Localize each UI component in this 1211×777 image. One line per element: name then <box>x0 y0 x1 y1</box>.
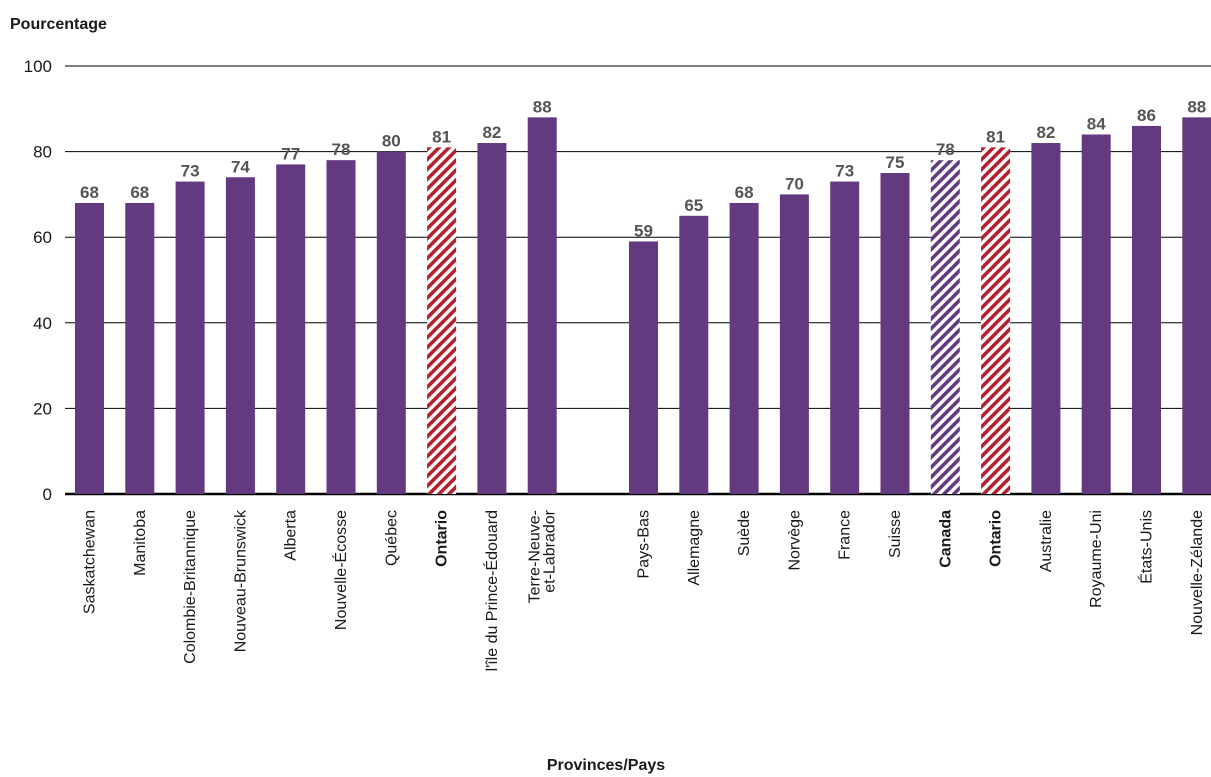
bar <box>276 164 306 494</box>
data-label: 78 <box>332 140 351 159</box>
bar <box>527 117 557 495</box>
data-label: 59 <box>634 221 653 240</box>
bar <box>1081 134 1111 495</box>
bar <box>629 241 658 494</box>
data-label: 70 <box>785 174 804 193</box>
category-label: Allemagne <box>686 510 703 586</box>
category-label: Royaume-Uni <box>1088 510 1105 608</box>
data-label: 68 <box>80 183 99 202</box>
bar <box>930 160 960 494</box>
bar <box>981 147 1011 494</box>
bar <box>830 181 860 494</box>
data-label: 84 <box>1087 114 1106 133</box>
y-tick-label: 40 <box>33 314 52 333</box>
bar <box>1182 117 1211 495</box>
data-label: 77 <box>281 144 300 163</box>
category-label: États-Unis <box>1137 510 1156 584</box>
bar-layer <box>75 117 1211 495</box>
bar <box>376 151 406 494</box>
category-label: Australie <box>1038 510 1055 572</box>
category-label: Nouvelle-Écosse <box>331 510 350 630</box>
bar <box>1031 143 1061 495</box>
data-label: 81 <box>986 127 1005 146</box>
bar <box>880 173 910 494</box>
category-label: Suisse <box>887 510 904 558</box>
bar <box>75 202 104 494</box>
data-label: 73 <box>181 162 200 181</box>
data-label: 88 <box>533 97 552 116</box>
category-label: Suède <box>736 510 753 556</box>
category-label: Saskatchewan <box>82 510 99 614</box>
x-axis-title: Provinces/Pays <box>547 757 665 774</box>
category-label: et-Labrador <box>542 509 559 592</box>
y-tick-label: 60 <box>33 228 52 247</box>
category-label: Ontario <box>434 510 451 567</box>
bar <box>326 160 356 494</box>
category-label: France <box>837 510 854 560</box>
bar <box>729 202 759 494</box>
data-label: 80 <box>382 132 401 151</box>
y-axis-title: Pourcentage <box>10 16 107 33</box>
data-label: 82 <box>482 123 501 142</box>
bar <box>1132 125 1161 495</box>
bar <box>225 177 255 494</box>
category-label: Terre-Neuve- <box>527 510 544 603</box>
y-tick-label: 100 <box>24 57 52 76</box>
category-label: l'île du Prince-Édouard <box>482 510 501 671</box>
data-label: 75 <box>886 153 905 172</box>
category-label: Colombie-Britannique <box>182 510 199 664</box>
data-label: 82 <box>1036 123 1055 142</box>
bar <box>779 194 809 494</box>
y-tick-label: 0 <box>43 485 52 504</box>
data-label: 65 <box>684 196 703 215</box>
category-label: Manitoba <box>132 510 149 576</box>
category-label: Nouveau-Brunswick <box>232 509 249 652</box>
category-label: Norvège <box>786 510 803 571</box>
data-label: 88 <box>1187 97 1206 116</box>
data-label: 74 <box>231 157 250 176</box>
data-label: 81 <box>432 127 451 146</box>
y-tick-label: 20 <box>33 399 52 418</box>
category-label: Nouvelle-Zélande <box>1189 510 1206 636</box>
bar <box>125 202 155 494</box>
category-label: Québec <box>383 510 400 566</box>
bar <box>679 215 709 495</box>
data-label: 86 <box>1137 106 1156 125</box>
data-label: 68 <box>735 183 754 202</box>
label-layer: 68 Saskatchewan 68 Manitoba 73 Colombie-Brita… <box>80 97 1206 671</box>
data-label: 73 <box>835 162 854 181</box>
data-label: 68 <box>130 183 149 202</box>
category-label: Alberta <box>283 510 300 561</box>
bar <box>175 181 205 494</box>
y-tick-label: 80 <box>33 143 52 162</box>
data-label: 78 <box>936 140 955 159</box>
bar <box>427 147 457 494</box>
category-label: Ontario <box>988 510 1005 567</box>
category-label: Pays-Bas <box>636 510 653 578</box>
bar <box>477 143 507 495</box>
category-label: Canada <box>937 510 954 568</box>
